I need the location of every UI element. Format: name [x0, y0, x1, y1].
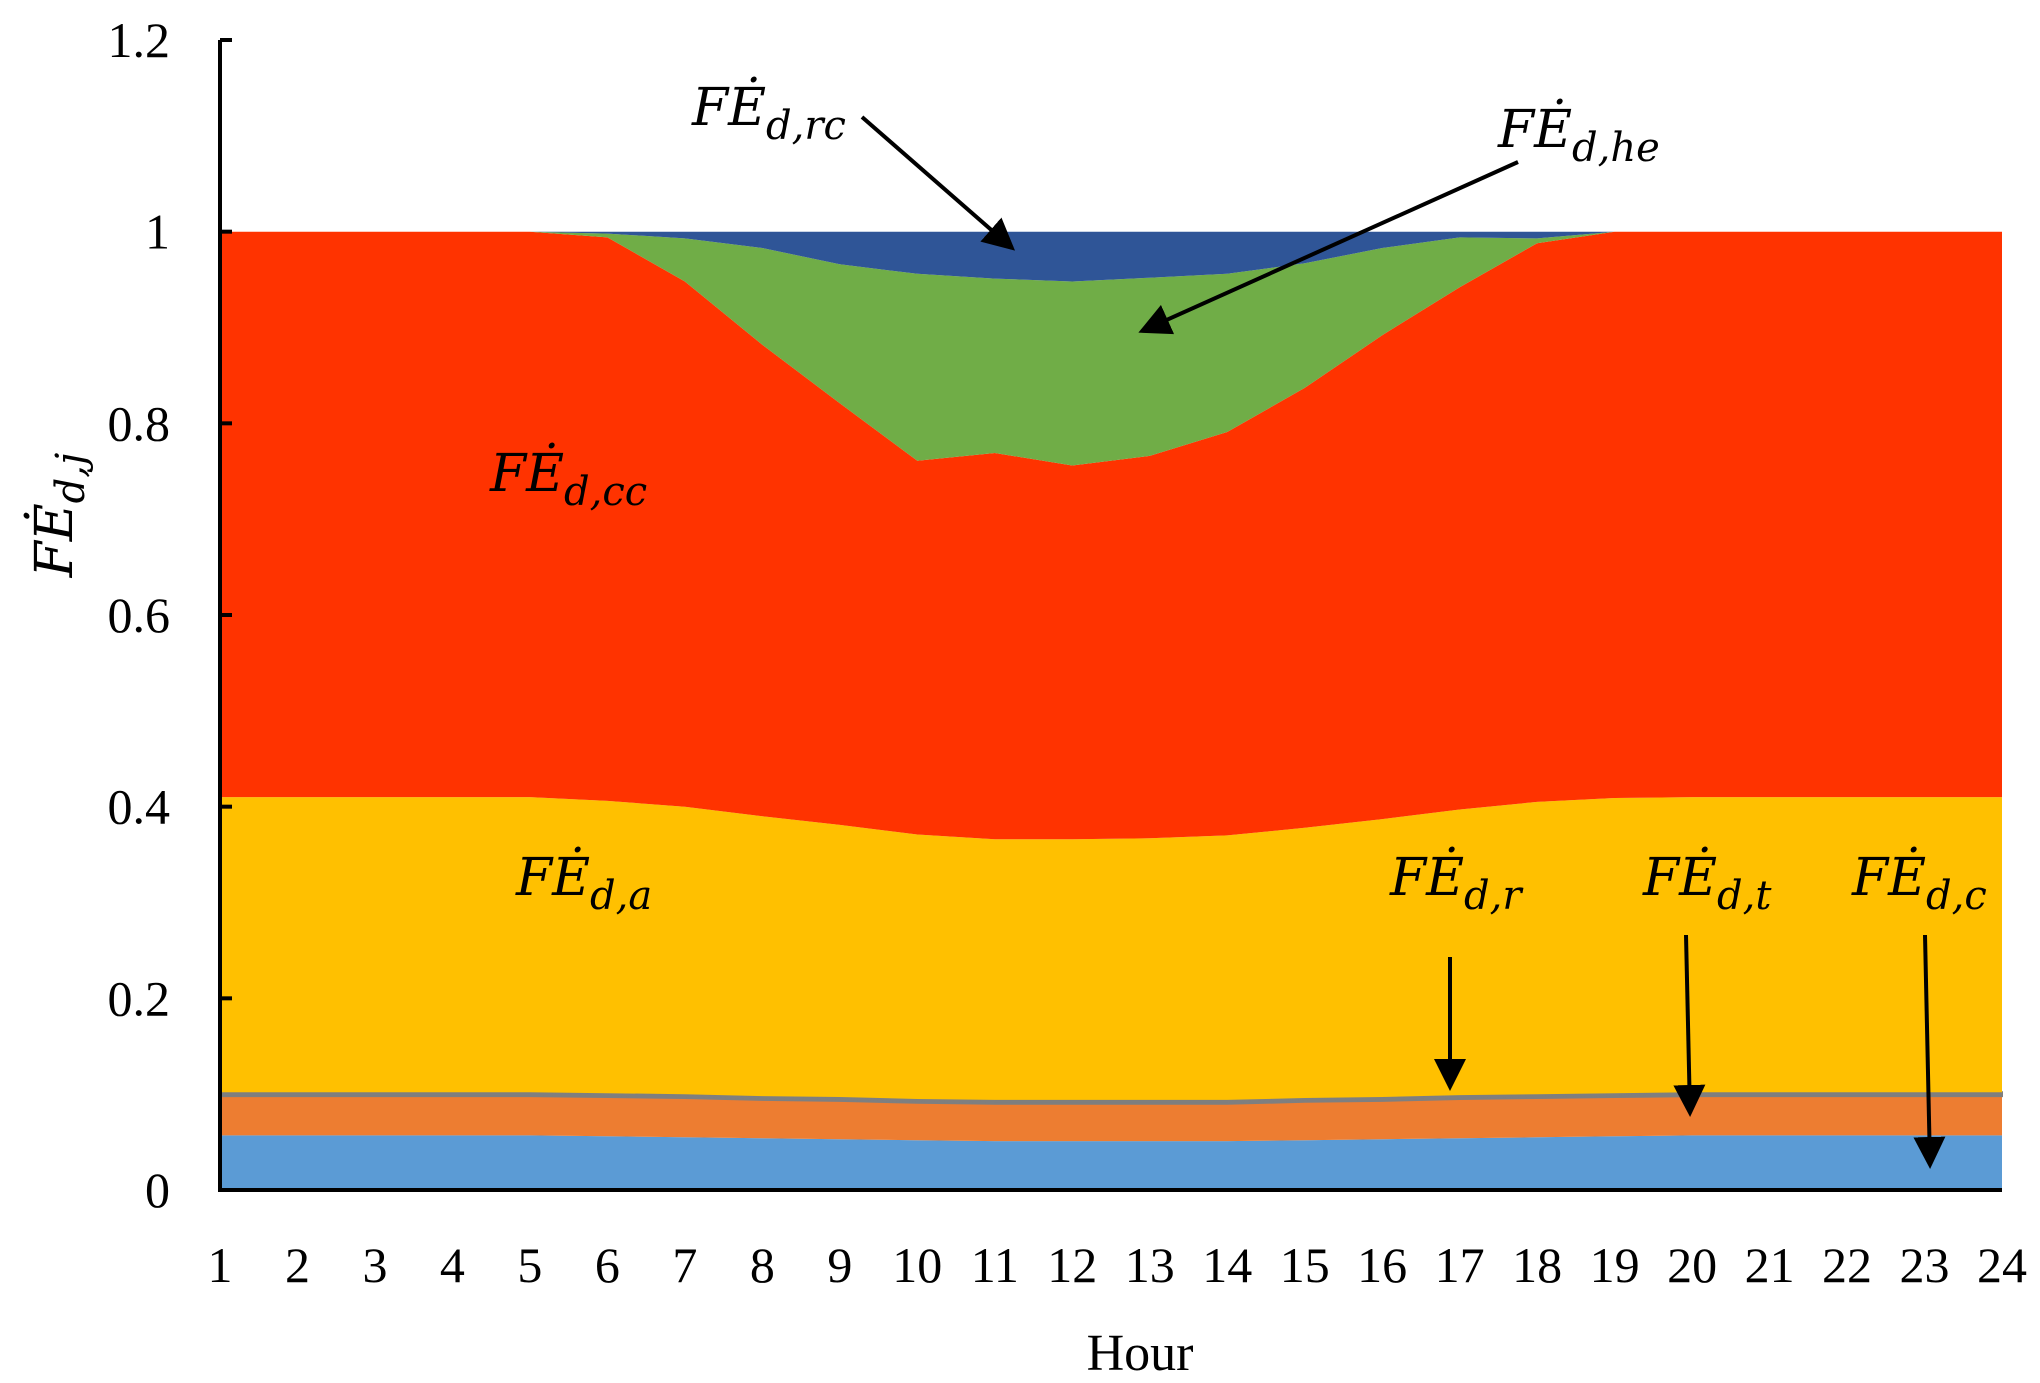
- area-c: [220, 1135, 2002, 1190]
- x-tick-label: 22: [1822, 1237, 1872, 1293]
- x-tick-label: 11: [971, 1237, 1019, 1293]
- x-tick-label: 24: [1977, 1237, 2027, 1293]
- y-tick-label: 0.6: [108, 587, 171, 643]
- y-tick-label: 0.8: [108, 395, 171, 451]
- x-tick-label: 3: [362, 1237, 387, 1293]
- x-tick-label: 17: [1435, 1237, 1485, 1293]
- y-tick-label: 0.4: [108, 779, 171, 835]
- y-tick-label: 1: [145, 204, 170, 260]
- annotation-label-cc: FĖd,cc: [489, 443, 647, 515]
- annotation-arrow-c: [1913, 934, 1946, 1169]
- x-tick-label: 23: [1900, 1237, 1950, 1293]
- x-tick-label: 4: [440, 1237, 465, 1293]
- annotation-label-c: FĖd,c: [1851, 847, 1987, 919]
- y-axis-title: FĖd,j: [24, 453, 94, 579]
- annotation-arrow-rc: [860, 115, 1016, 251]
- x-tick-label: 15: [1280, 1237, 1330, 1293]
- x-tick-label: 19: [1590, 1237, 1640, 1293]
- area-t: [220, 1096, 2002, 1142]
- x-tick-label: 18: [1512, 1237, 1562, 1293]
- axes: [218, 38, 2002, 1192]
- tick-labels: 00.20.40.60.811.21 2 3 4 5 6 7 8 9 10 11 12 13 14 15 16…: [108, 12, 2028, 1293]
- x-tick-label: 7: [672, 1237, 697, 1293]
- annotations: FĖd,rc FĖd,he FĖd,cc FĖd,a FĖd,r FĖd,t FĖd,c: [489, 77, 1987, 1169]
- area-rc: [220, 231, 2002, 282]
- x-tick-label: 10: [892, 1237, 942, 1293]
- annotation-arrow-t: [1673, 934, 1706, 1117]
- x-tick-label: 2: [285, 1237, 310, 1293]
- annotation-label-rc: FĖd,rc: [691, 77, 846, 149]
- annotation-label-t: FĖd,t: [1642, 847, 1772, 919]
- x-tick-label: 8: [750, 1237, 775, 1293]
- y-axis-title-main: FĖ: [24, 503, 85, 578]
- x-tick-label: 9: [827, 1237, 852, 1293]
- x-tick-label: 20: [1667, 1237, 1717, 1293]
- x-tick-label: 5: [517, 1237, 542, 1293]
- y-tick-label: 1.2: [108, 12, 171, 68]
- annotation-label-r: FĖd,r: [1389, 847, 1524, 919]
- x-tick-label: 13: [1125, 1237, 1175, 1293]
- y-tick-label: 0.2: [108, 970, 171, 1026]
- annotation-label-he: FĖd,he: [1497, 99, 1660, 171]
- x-tick-label: 21: [1745, 1237, 1795, 1293]
- x-axis-title: Hour: [1087, 1325, 1194, 1382]
- annotation-label-a: FĖd,a: [515, 847, 652, 919]
- annotation-arrow-he: [1138, 160, 1519, 335]
- x-tick-label: 14: [1202, 1237, 1252, 1293]
- svg-text:FĖd,j: FĖd,j: [24, 453, 94, 579]
- x-tick-label: 16: [1357, 1237, 1407, 1293]
- y-axis-title-sub: d,j: [48, 453, 94, 504]
- area-layers: [219, 231, 2003, 1190]
- x-tick-label: 12: [1047, 1237, 1097, 1293]
- area-cc: [220, 231, 2002, 840]
- y-tick-label: 0: [145, 1162, 170, 1218]
- x-tick-label: 1: [208, 1237, 233, 1293]
- x-tick-label: 6: [595, 1237, 620, 1293]
- area-a: [220, 797, 2002, 1100]
- area-he: [220, 231, 2002, 466]
